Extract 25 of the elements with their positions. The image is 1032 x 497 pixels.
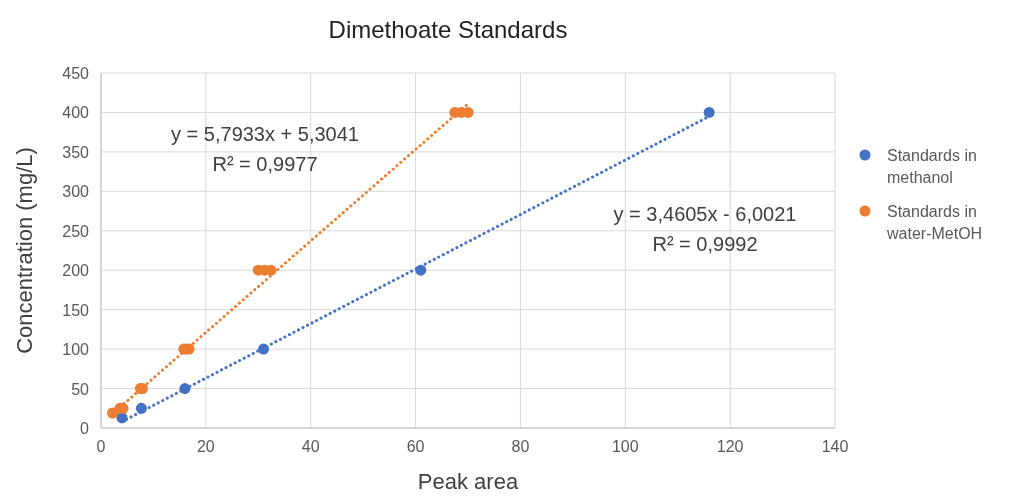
x-tick-label: 120: [716, 438, 744, 455]
x-tick-label: 140: [821, 438, 849, 455]
x-tick-label: 20: [196, 438, 215, 455]
x-tick-label: 40: [301, 438, 320, 455]
y-tick-label: 250: [62, 222, 90, 240]
x-axis-title: Peak area: [417, 469, 519, 494]
y-tick-label: 100: [62, 341, 90, 359]
legend-label: Standards in methanol: [887, 147, 977, 186]
x-tick-label: 0: [96, 438, 106, 455]
y-tick-label: 450: [62, 65, 90, 82]
y-tick-label: 0: [80, 420, 90, 437]
y-tick-label: 400: [62, 104, 90, 122]
y-tick-label: 150: [62, 301, 90, 319]
y-tick-label: 350: [62, 143, 90, 161]
x-tick-label: 80: [511, 438, 530, 455]
annotation: y = 5,7933x + 5,3041 R² = 0,9977: [171, 123, 359, 175]
y-axis-title: Concentration (mg/L): [12, 147, 37, 354]
x-tick-label: 60: [406, 438, 425, 455]
chart-title: Dimethoate Standards: [328, 16, 568, 43]
y-tick-label: 50: [71, 380, 90, 398]
legend-label: Standards in water-MetOH: [886, 203, 983, 242]
y-tick-label: 200: [62, 262, 90, 280]
annotation: y = 3,4605x - 6,0021 R² = 0,9992: [613, 203, 797, 255]
y-tick-label: 300: [62, 183, 90, 201]
x-tick-label: 100: [611, 438, 639, 455]
